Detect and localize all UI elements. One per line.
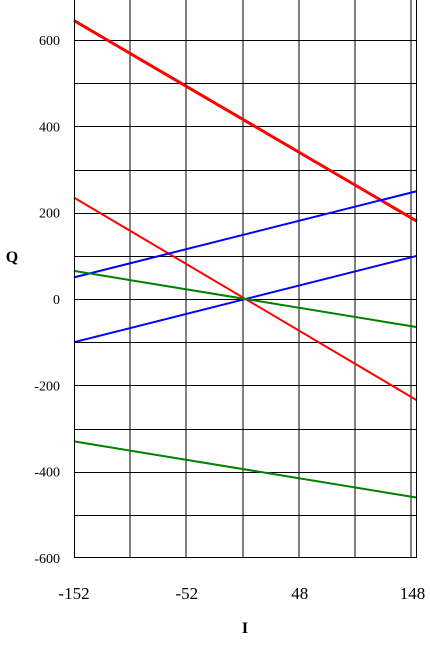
series-lines <box>73 19 418 499</box>
series-line-5 <box>73 269 418 329</box>
series-line-3 <box>73 190 418 279</box>
x-tick-label: 48 <box>291 584 308 603</box>
x-tick-label: 148 <box>400 584 426 603</box>
series-line-1 <box>73 19 418 223</box>
y-axis-label: Q <box>6 249 18 266</box>
y-tick-label: -600 <box>34 552 60 567</box>
series-line-6 <box>73 440 418 499</box>
plot-frame <box>74 0 417 558</box>
x-axis-label: I <box>242 620 248 637</box>
x-tick-label: -152 <box>58 584 89 603</box>
y-tick-label: 0 <box>53 293 60 308</box>
y-tick-label: 400 <box>39 120 60 135</box>
y-tick-label: 200 <box>39 207 60 222</box>
x-tick-label: -52 <box>175 584 198 603</box>
x-tick-labels: -152 -52 48 148 <box>58 584 425 603</box>
y-tick-label: -200 <box>34 379 60 394</box>
y-tick-label: -400 <box>34 466 60 481</box>
y-tick-labels: 600 400 200 0 -200 -400 -600 <box>34 34 60 567</box>
y-tick-label: 600 <box>39 34 60 49</box>
